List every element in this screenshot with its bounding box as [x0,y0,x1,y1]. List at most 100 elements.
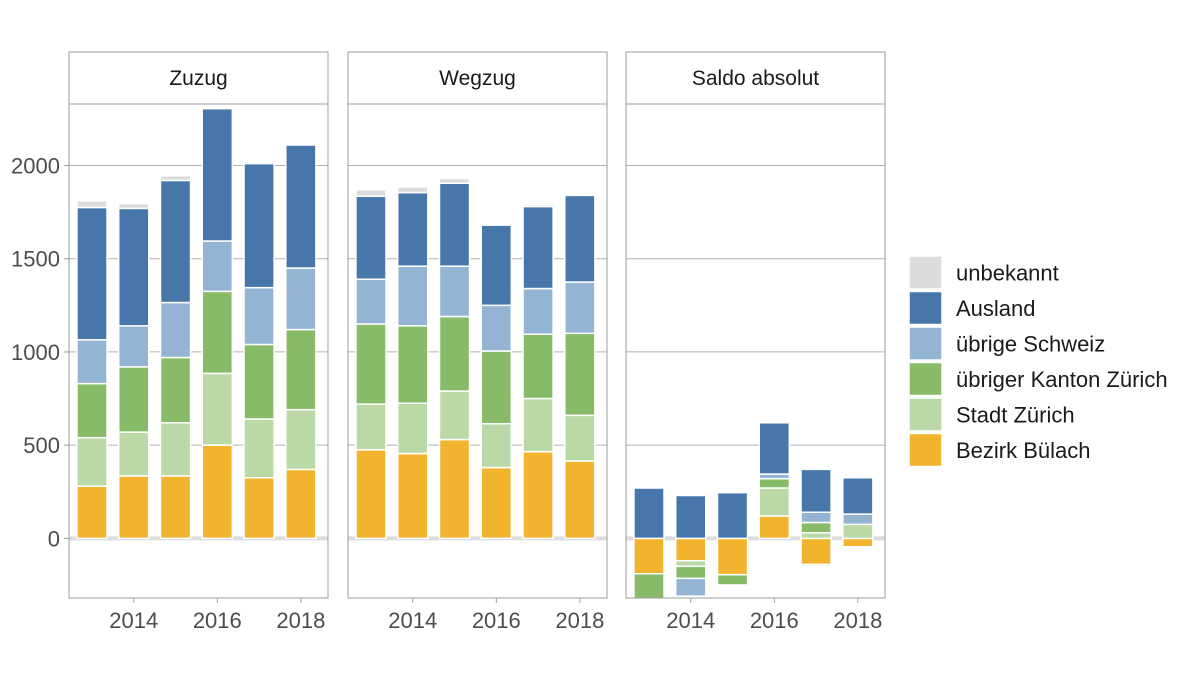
bar-stadt-zurich-2018 [285,408,317,471]
bar-stadt-zurich-2016 [758,487,791,517]
bar-bezirk-bulach-2016 [201,444,234,540]
bar-ubrige-schweiz-2014 [117,325,150,368]
facet-title: Zuzug [169,67,227,90]
x-tick-label: 2014 [109,608,158,633]
legend-item-unbekannt: unbekannt [908,255,1059,290]
bar-ausland-2017 [522,205,554,290]
bar-bezirk-bulach-2014 [396,452,429,540]
panel-saldo-absolut: Saldo absolut 2014 2016 2018 [625,51,886,633]
plot-background [626,104,885,598]
bar-ubriger-kanton-zurich-2014 [117,366,150,433]
bar-ausland-2016 [201,107,234,242]
bar-unbekannt-2018 [564,193,596,197]
legend-key [908,432,943,468]
x-tick-label: 2018 [833,608,882,633]
bar-ubriger-kanton-zurich-2018 [564,332,596,417]
bar-bezirk-bulach-2015 [159,475,192,540]
bar-stadt-zurich-2017 [243,418,275,479]
bar-bezirk-bulach-2015 [438,438,471,540]
facet-title: Saldo absolut [692,67,819,90]
panel-zuzug: Zuzug 2014 2016 2018 [68,51,329,633]
legend-label: übrige Schweiz [956,332,1105,357]
bar-ubrige-schweiz-2017 [243,286,275,346]
legend-item-stadt-zurich: Stadt Zürich [908,397,1075,432]
x-tick-label: 2016 [472,608,521,633]
bar-unbekannt-2015 [159,175,192,182]
legend-item-ausland: Ausland [908,290,1036,326]
legend-item-bezirk-bulach: Bezirk Bülach [908,432,1091,468]
bar-bezirk-bulach-2015 [716,537,749,576]
bar-bezirk-bulach-2017 [800,537,832,566]
bar-ubriger-kanton-zurich-2016 [480,350,513,425]
bar-bezirk-bulach-2018 [842,537,874,548]
bar-unbekannt-2013 [355,189,387,198]
panel-wegzug: Wegzug 2014 2016 2018 [347,51,608,633]
bar-bezirk-bulach-2013 [76,485,108,540]
bar-bezirk-bulach-2017 [243,477,275,540]
bar-bezirk-bulach-2016 [758,515,791,540]
bar-ausland-2013 [76,206,108,341]
bar-unbekannt-2017 [800,563,832,568]
bar-bezirk-bulach-2013 [355,449,387,540]
bar-ubrige-schweiz-2015 [159,301,192,359]
y-tick-label: 0 [48,526,60,551]
legend-key [908,255,943,290]
bar-ubrige-schweiz-2014 [674,577,707,597]
bar-ubrige-schweiz-2013 [355,278,387,325]
panel-border [68,103,329,599]
bar-ausland-2018 [285,144,317,269]
bar-ubriger-kanton-zurich-2015 [438,315,471,392]
facet-strip [625,51,886,105]
bar-unbekannt-2018 [842,545,874,549]
bar-ausland-2014 [117,207,150,327]
bar-ubrige-schweiz-2017 [522,287,554,335]
bar-stadt-zurich-2013 [355,403,387,451]
plot-background [69,104,328,598]
bar-ubriger-kanton-zurich-2013 [76,382,108,439]
bar-ubriger-kanton-zurich-2016 [758,477,791,489]
bar-stadt-zurich-2014 [674,559,707,568]
bar-ubriger-kanton-zurich-2015 [716,573,749,586]
plot-background [348,104,607,598]
bar-unbekannt-2013 [76,200,108,209]
legend-item-ubrige-schweiz: übrige Schweiz [908,326,1105,361]
x-tick-label: 2014 [666,608,715,633]
y-tick-label: 500 [23,433,60,458]
bar-ausland-2016 [480,224,513,307]
bar-ubriger-kanton-zurich-2017 [522,333,554,400]
bar-ubrige-schweiz-2018 [564,281,596,335]
bar-stadt-zurich-2018 [842,523,874,540]
bar-stadt-zurich-2016 [201,372,234,446]
bar-bezirk-bulach-2014 [674,537,707,562]
legend-key [908,290,943,326]
x-tick-label: 2018 [276,608,325,633]
facet-strip [347,51,608,105]
bar-ubriger-kanton-zurich-2017 [800,521,832,534]
x-tick-label: 2016 [750,608,799,633]
legend-item-ubriger-kanton-zurich: übriger Kanton Zürich [908,361,1168,397]
legend-label: unbekannt [956,261,1059,286]
x-tick-label: 2014 [388,608,437,633]
bar-ausland-2017 [243,162,275,289]
bar-ubrige-schweiz-2014 [396,265,429,327]
bar-bezirk-bulach-2018 [285,468,317,540]
facet-title: Wegzug [439,67,516,90]
legend-label: Bezirk Bülach [956,438,1091,463]
legend: unbekannt Ausland übrige Schweiz übriger Ka… [908,255,1168,468]
bar-ubrige-schweiz-2016 [480,304,513,352]
legend-label: Ausland [956,296,1036,321]
legend-key [908,361,943,397]
bar-ausland-2014 [396,191,429,267]
bar-ubriger-kanton-zurich-2017 [243,343,275,420]
bar-stadt-zurich-2016 [480,422,513,469]
bar-ubriger-kanton-zurich-2015 [159,356,192,424]
bar-stadt-zurich-2015 [438,390,471,441]
bar-bezirk-bulach-2013 [633,537,665,575]
bar-ubrige-schweiz-2013 [76,339,108,385]
legend-key [908,326,943,361]
bar-bezirk-bulach-2018 [564,460,596,540]
bar-ubrige-schweiz-2015 [438,265,471,318]
y-tick-label: 1000 [11,340,60,365]
